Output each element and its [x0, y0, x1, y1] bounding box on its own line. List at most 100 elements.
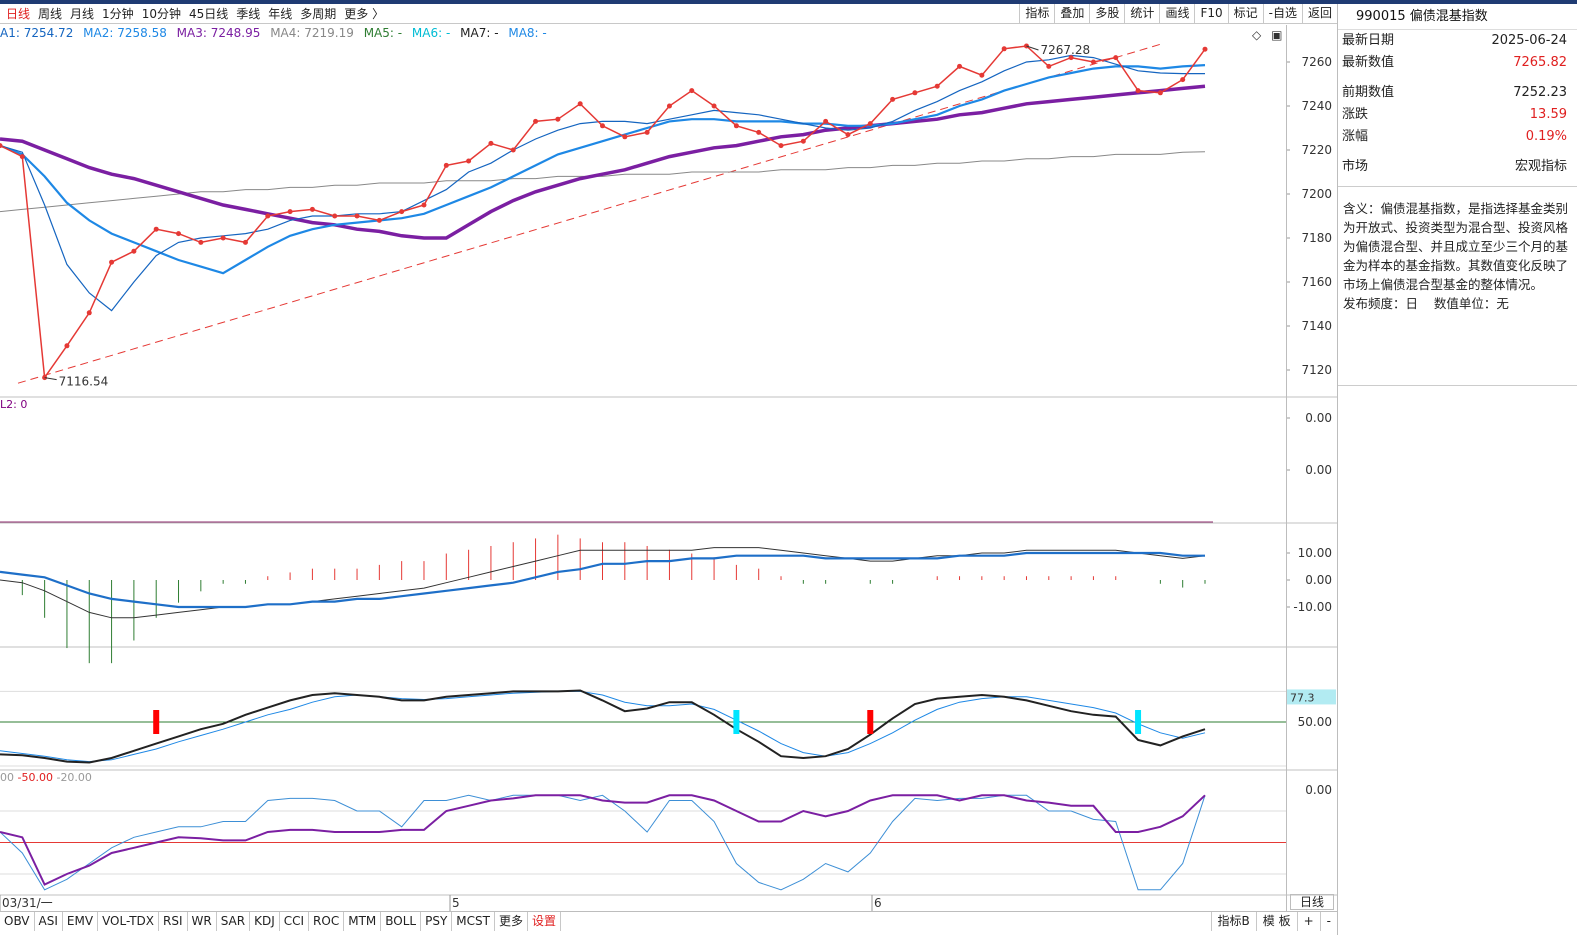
info-value: 7265.82: [1513, 55, 1567, 70]
ma2-value: MA2: 7258.58: [83, 26, 167, 40]
indicator-tab-9[interactable]: ROC: [309, 912, 345, 931]
info-key: 最新日期: [1342, 33, 1395, 48]
tool-button-8[interactable]: 返回: [1301, 4, 1337, 24]
indicator-tab-7[interactable]: KDJ: [250, 912, 280, 931]
high-annotation: 7267.28: [1040, 43, 1090, 57]
close-point: [287, 209, 293, 215]
close-point: [376, 217, 382, 223]
indicator-tab-4[interactable]: RSI: [159, 912, 188, 931]
tool-button-6[interactable]: 标记: [1227, 4, 1263, 24]
info-rows-1: 最新日期 2025-06-24 最新数值 7265.82: [1338, 30, 1577, 74]
close-point: [510, 147, 516, 153]
info-value: 2025-06-24: [1491, 33, 1567, 48]
indicator-tabs: OBV ASI EMV VOL-TDX RSI WR SAR KDJ CCI ROC MTM BOLL…: [0, 912, 562, 931]
ma5-value: MA5: -: [363, 26, 403, 40]
window-icon[interactable]: ▣: [1271, 28, 1283, 42]
index-title: 990015 偏债混基指数: [1338, 4, 1577, 30]
close-point: [1113, 55, 1119, 61]
kdj-value-label: 77.3: [1290, 691, 1315, 704]
kdj-signal-marker: [867, 710, 874, 734]
indicator-tab-14[interactable]: 更多: [495, 912, 528, 931]
period-tab-8[interactable]: 多周期: [300, 7, 337, 21]
indicator-tab-1[interactable]: ASI: [35, 912, 63, 931]
period-tab-7[interactable]: 年线: [268, 7, 293, 21]
close-point: [800, 138, 806, 144]
tool-button-5[interactable]: F10: [1194, 4, 1227, 24]
period-label[interactable]: 日线: [1290, 894, 1334, 910]
close-point: [64, 343, 70, 349]
tool-button-4[interactable]: 画线: [1159, 4, 1194, 24]
period-tab-1[interactable]: 周线: [38, 7, 63, 21]
info-key: 涨跌: [1342, 107, 1369, 122]
period-tab-5[interactable]: 45日线: [188, 7, 229, 21]
close-point: [309, 206, 315, 212]
close-point: [1001, 46, 1007, 52]
x-axis-label: 5: [452, 896, 460, 910]
indicator-tab-3[interactable]: VOL-TDX: [98, 912, 159, 931]
p2-tick-label: 0.00: [1305, 411, 1332, 425]
diamond-icon[interactable]: ◇: [1252, 28, 1262, 42]
period-tab-4[interactable]: 10分钟: [141, 7, 181, 21]
indicator-tab-0[interactable]: OBV: [0, 912, 35, 931]
close-point: [1046, 63, 1052, 69]
period-tab-3[interactable]: 1分钟: [102, 7, 134, 21]
indicator-tab-13[interactable]: MCST: [452, 912, 495, 931]
tool-button-2[interactable]: 多股: [1089, 4, 1124, 24]
close-point: [466, 158, 472, 164]
indicator-tab-12[interactable]: PSY: [421, 912, 453, 931]
close-point: [176, 231, 182, 237]
indicator-tab-15[interactable]: 设置: [528, 912, 562, 931]
indicator-tab-6[interactable]: SAR: [217, 912, 251, 931]
tool-button-3[interactable]: 统计: [1124, 4, 1159, 24]
p2-tick-label: 0.00: [1305, 463, 1332, 477]
close-point: [1157, 90, 1163, 96]
info-row: 涨跌 13.59: [1338, 104, 1577, 126]
bottom-tool-3[interactable]: -: [1319, 912, 1337, 931]
period-tab-2[interactable]: 月线: [70, 7, 95, 21]
period-tab-6[interactable]: 季线: [236, 7, 261, 21]
close-line: [0, 45, 1206, 380]
chart-canvas[interactable]: 7120 7140 7160 7180 7200 7220 7240 7260 7267.28 7…: [0, 25, 1337, 911]
ma-legend: A1: 7254.72 MA2: 7258.58 MA3: 7248.95 MA…: [0, 26, 553, 40]
kdj-d-line: [0, 690, 1206, 763]
indicator-bar: OBV ASI EMV VOL-TDX RSI WR SAR KDJ CCI ROC MTM BOLL…: [0, 911, 1337, 931]
tool-button-1[interactable]: 叠加: [1054, 4, 1089, 24]
kdj-value-box: [1287, 689, 1336, 705]
ma1-value: A1: 7254.72: [0, 26, 74, 40]
info-rows-3: 市场 宏观指标: [1338, 156, 1577, 178]
close-point: [890, 96, 896, 102]
indicator-tab-5[interactable]: WR: [188, 912, 217, 931]
period-tab-9[interactable]: 更多 〉: [344, 7, 385, 21]
close-point: [622, 134, 628, 140]
period-tab-0[interactable]: 日线: [6, 7, 31, 21]
kdj-signal-marker: [153, 710, 160, 734]
close-point: [109, 259, 115, 265]
macd-tick-label: 0.00: [1305, 573, 1332, 587]
close-point: [823, 118, 829, 124]
close-point: [934, 83, 940, 89]
macd-tick-label: 10.00: [1298, 546, 1332, 560]
bottom-tool-2[interactable]: +: [1296, 912, 1320, 931]
tool-button-7[interactable]: -自选: [1262, 4, 1302, 24]
close-point: [332, 213, 338, 219]
low-annotation: 7116.54: [59, 375, 109, 389]
indicator-tab-8[interactable]: CCI: [280, 912, 310, 931]
ma4-line: [0, 151, 1206, 213]
bottom-tool-0[interactable]: 指标B: [1210, 912, 1256, 931]
close-point: [265, 213, 271, 219]
info-key: 前期数值: [1342, 85, 1395, 100]
main-tick-label: 7180: [1301, 231, 1332, 245]
main-tick-label: 7140: [1301, 319, 1332, 333]
indicator-tab-10[interactable]: MTM: [344, 912, 382, 931]
info-row: 市场 宏观指标: [1338, 156, 1577, 178]
info-key: 市场: [1342, 159, 1369, 174]
close-point: [1135, 88, 1141, 94]
indicator-tab-2[interactable]: EMV: [63, 912, 99, 931]
indicator-tab-11[interactable]: BOLL: [381, 912, 422, 931]
bottom-tool-1[interactable]: 模 板: [1255, 912, 1297, 931]
close-point: [421, 202, 427, 208]
tool-button-0[interactable]: 指标: [1019, 4, 1054, 24]
bottom-right-tools: 指标B 模 板 + -: [1210, 912, 1337, 931]
info-key: 最新数值: [1342, 55, 1395, 70]
close-point: [198, 239, 204, 245]
